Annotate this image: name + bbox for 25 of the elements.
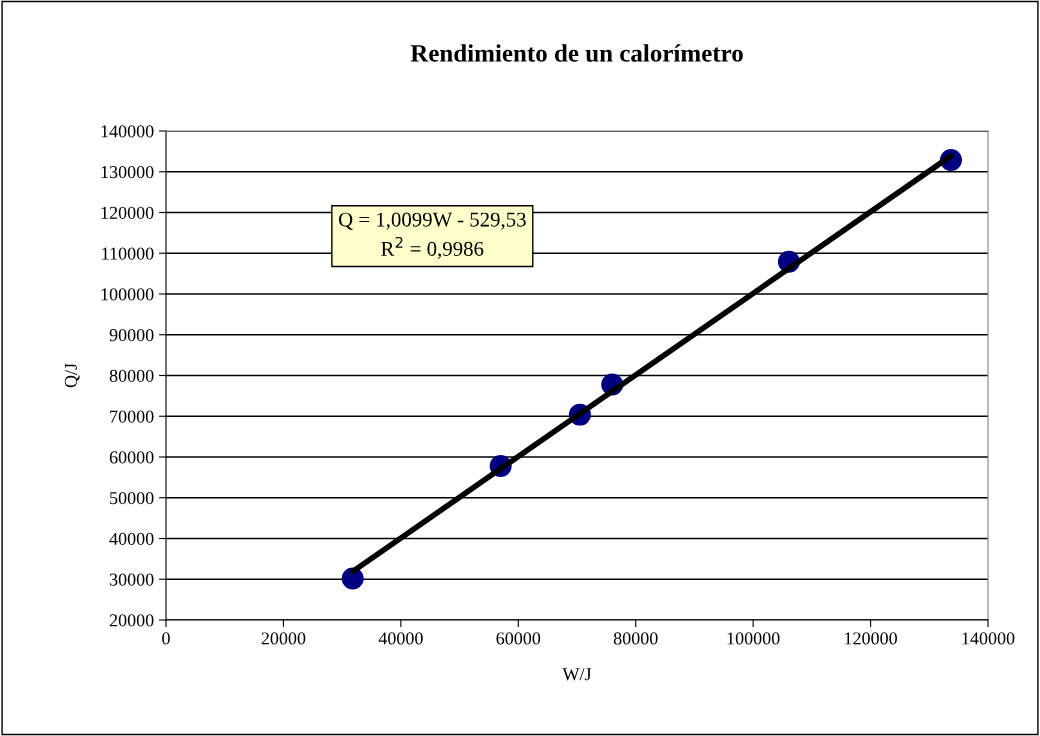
- chart-title: Rendimiento de un calorímetro: [410, 44, 743, 62]
- x-tick-label: 20000: [261, 632, 306, 645]
- x-tick-label: 60000: [496, 632, 541, 645]
- y-tick-label: 100000: [101, 288, 154, 301]
- y-tick-label: 70000: [110, 410, 154, 423]
- y-tick-label: 130000: [101, 166, 154, 179]
- x-tick-label: 120000: [845, 632, 897, 645]
- y-tick-label: 30000: [109, 573, 154, 586]
- x-tick-label: 0: [162, 632, 170, 645]
- y-tick-label: 40000: [109, 532, 154, 545]
- x-tick-label: 140000: [962, 632, 1015, 645]
- y-tick-label: 90000: [109, 329, 154, 342]
- y-tick-label: 120000: [101, 206, 154, 219]
- y-axis-title: Q/J: [64, 363, 80, 388]
- y-tick-label: 80000: [109, 369, 154, 382]
- x-tick-label: 40000: [378, 632, 423, 645]
- y-tick-label: 140000: [101, 125, 154, 138]
- x-tick-label: 80000: [613, 632, 658, 645]
- annotation: Q = 1,0099W - 529,53 R$^{2}$ = 0,9986: [338, 212, 526, 259]
- x-axis-title: W/J: [562, 668, 592, 681]
- y-tick-label: 60000: [109, 451, 154, 464]
- y-tick-label: 20000: [109, 614, 154, 627]
- y-tick-label: 110000: [102, 247, 154, 260]
- x-tick-label: 100000: [727, 632, 780, 645]
- y-tick-label: 50000: [110, 492, 154, 505]
